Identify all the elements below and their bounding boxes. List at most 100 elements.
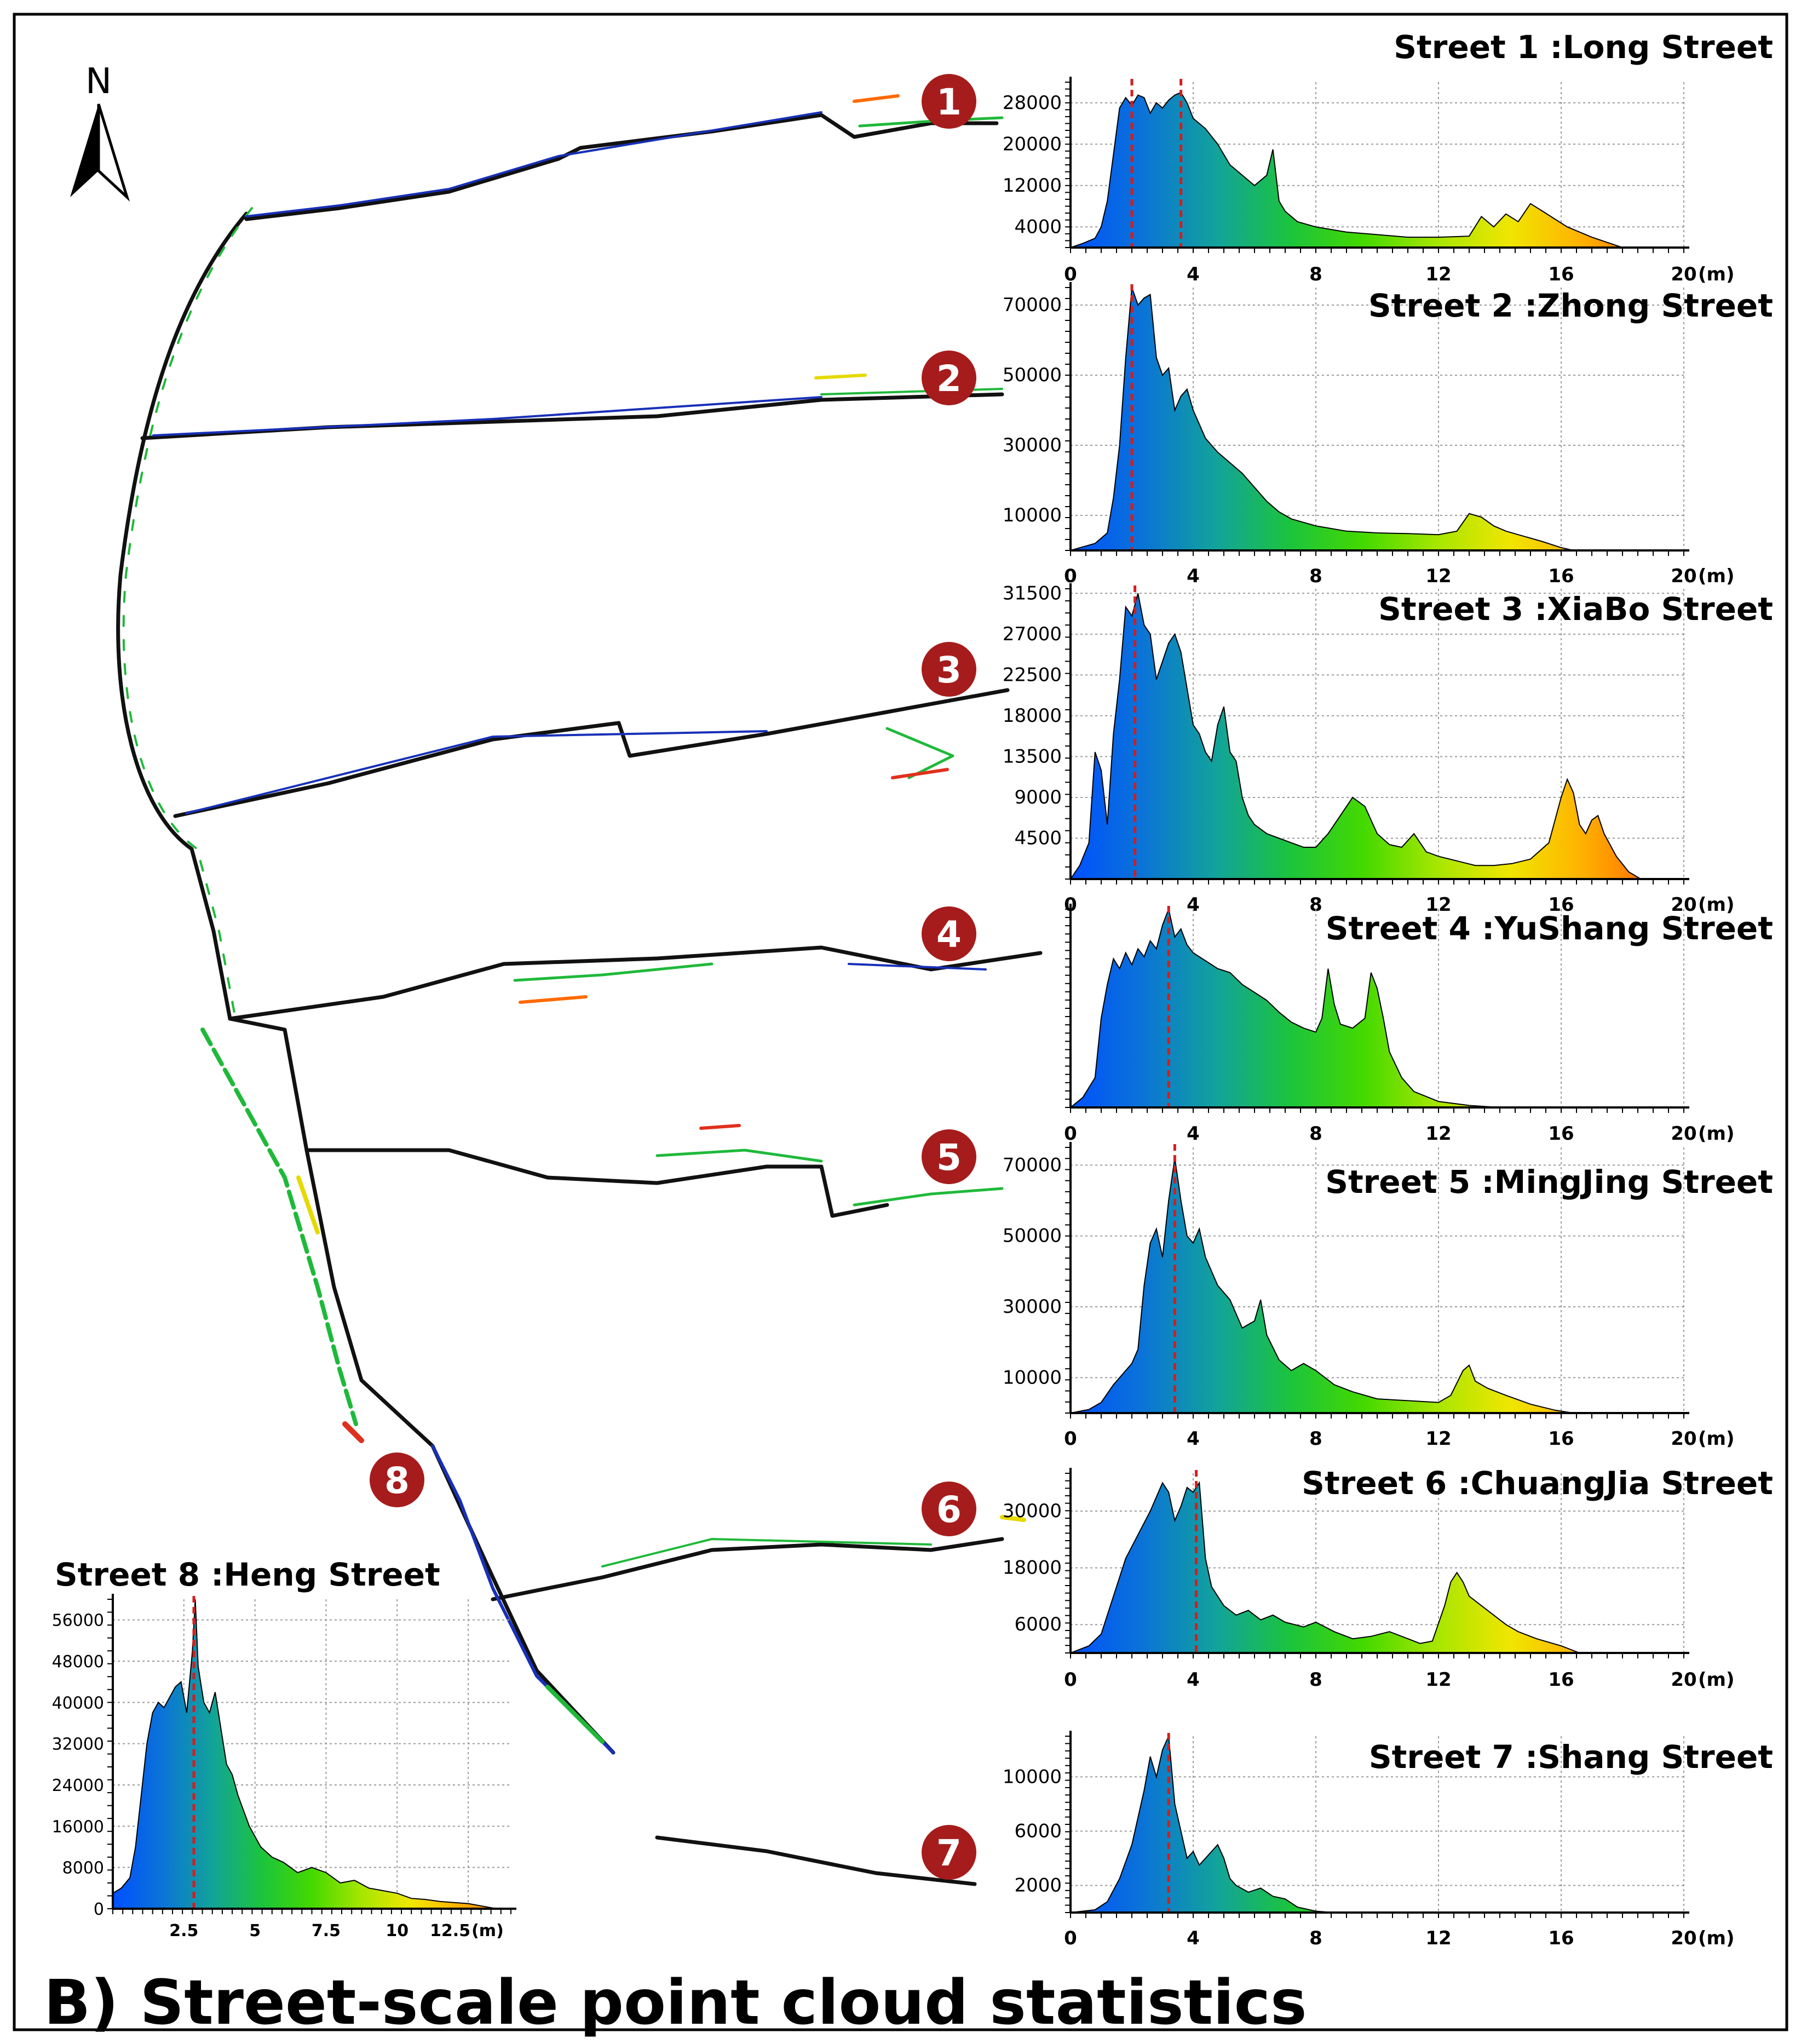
- map-marker-1: 1: [922, 74, 976, 129]
- map-marker-circle: [370, 1452, 424, 1507]
- y-tick-label: 10000: [1003, 1766, 1062, 1788]
- chart-title: Street 3 :XiaBo Street: [1378, 590, 1773, 628]
- map-street-4: [228, 945, 1043, 1021]
- map-street-2-yellow: [814, 374, 867, 380]
- map-street-5-end: [853, 1187, 1004, 1207]
- x-axis-unit: (m): [1698, 1927, 1735, 1949]
- x-tick-label: 12: [1425, 1428, 1451, 1450]
- x-tick-label: 12: [1425, 1927, 1451, 1949]
- x-axis-unit: (m): [1698, 263, 1735, 285]
- x-axis-unit: (m): [1698, 1123, 1735, 1145]
- figure-caption: B) Street-scale point cloud statistics: [44, 1967, 1307, 2039]
- map-street-4-color: [513, 962, 714, 982]
- x-tick-label: 0: [1064, 1428, 1077, 1450]
- x-axis-minor-ticks: [1070, 1413, 1684, 1419]
- north-arrow-right-half: [97, 104, 130, 202]
- x-tick-label: 12: [1425, 894, 1451, 916]
- x-tick-label: 16: [1548, 1123, 1574, 1145]
- x-tick-label: 7.5: [312, 1921, 341, 1940]
- x-tick-label: 12: [1425, 263, 1451, 285]
- map-street-6-color: [601, 1538, 932, 1568]
- y-axis-minor-ticks: [1065, 588, 1071, 880]
- map-marker-3: 3: [922, 642, 976, 697]
- map-marker-4: 4: [922, 906, 976, 961]
- x-tick-label: 8: [1309, 1927, 1322, 1949]
- y-tick-label: 30000: [1003, 434, 1062, 456]
- map-street-4-orange: [519, 995, 588, 1004]
- map-street-4-blue: [848, 963, 987, 971]
- histogram-area: [1069, 593, 1643, 880]
- y-tick-label: 20000: [1003, 133, 1062, 155]
- x-axis-minor-ticks: [112, 1909, 511, 1914]
- map-marker-label: 2: [936, 358, 962, 400]
- map-marker-5: 5: [922, 1129, 976, 1184]
- x-tick-label: 0: [1064, 1123, 1077, 1145]
- x-tick-label: 20: [1671, 1123, 1696, 1145]
- x-axis-unit: (m): [1698, 1428, 1735, 1450]
- y-tick-label: 32000: [52, 1735, 104, 1754]
- map-marker-circle: [922, 1825, 976, 1880]
- x-tick-label: 2.5: [169, 1921, 198, 1940]
- map-spine: [116, 211, 615, 1755]
- y-tick-label: 56000: [52, 1611, 104, 1630]
- y-tick-label: 9000: [1014, 786, 1062, 808]
- map-west-edge: [200, 1027, 358, 1426]
- chart-street-8: 2.5 5 7.5 10 12.5 (m) 0 8000 16000 24000 32000 4000…: [52, 1556, 516, 1940]
- y-tick-label: 0: [94, 1900, 104, 1919]
- north-arrow-left-half: [70, 104, 99, 197]
- y-tick-label: 4000: [1014, 216, 1062, 238]
- chart-grid: [1070, 1147, 1684, 1413]
- y-tick-label: 31500: [1003, 582, 1062, 604]
- x-axis-unit: (m): [1698, 1669, 1735, 1691]
- map-marker-2: 2: [922, 351, 976, 405]
- y-tick-label: 6000: [1014, 1614, 1062, 1635]
- x-tick-label: 8: [1309, 1669, 1322, 1691]
- y-tick-label: 24000: [52, 1776, 104, 1795]
- y-axis-minor-ticks: [1065, 909, 1071, 1108]
- y-tick-label: 50000: [1003, 364, 1062, 386]
- street-network-map: [116, 94, 1043, 1886]
- x-axis-unit: (m): [1698, 565, 1735, 587]
- chart-street-2: 0 4 8 12 16 20 (m) 10000 30000 50000 70000 Street 2…: [1003, 282, 1773, 587]
- y-tick-label: 16000: [52, 1817, 104, 1836]
- x-tick-label: 4: [1187, 894, 1200, 916]
- map-west-edge-red: [342, 1421, 364, 1443]
- y-tick-label: 12000: [1003, 175, 1062, 197]
- chart-street-5: 0 4 8 12 16 20 (m) 10000 30000 50000 70000 Street 5…: [1003, 1142, 1773, 1450]
- map-west-edge-yellow: [296, 1175, 320, 1235]
- map-street-5-red: [699, 1124, 741, 1130]
- north-arrow: N: [70, 61, 130, 202]
- chart-title: Street 1 :Long Street: [1394, 28, 1773, 66]
- y-axis-minor-ticks: [1065, 1147, 1071, 1414]
- chart-grid: [1070, 1736, 1684, 1913]
- y-axis-minor-ticks: [1065, 1473, 1071, 1653]
- y-axis-minor-ticks: [1065, 1736, 1071, 1913]
- map-street-5-color: [655, 1149, 823, 1163]
- x-tick-label: 20: [1671, 894, 1696, 916]
- x-axis-minor-ticks: [1070, 1653, 1684, 1658]
- x-tick-label: 0: [1064, 565, 1077, 587]
- y-axis-minor-ticks: [1065, 287, 1071, 551]
- y-tick-label: 40000: [52, 1693, 104, 1713]
- chart-title: Street 6 :ChuangJia Street: [1302, 1465, 1773, 1502]
- chart-street-4: 0 4 8 12 16 20 (m) Street 4 :YuShang Street: [1064, 904, 1773, 1145]
- x-tick-label: 8: [1309, 894, 1322, 916]
- x-tick-label: 16: [1548, 565, 1574, 587]
- map-street-1-color: [245, 111, 822, 217]
- y-tick-label: 18000: [1003, 1557, 1062, 1579]
- histogram-area: [112, 1599, 497, 1909]
- map-marker-circle: [922, 1482, 976, 1536]
- y-tick-label: 27000: [1003, 623, 1062, 645]
- x-tick-label: 8: [1309, 263, 1322, 285]
- x-tick-label: 16: [1548, 894, 1574, 916]
- x-tick-label: 0: [1064, 263, 1077, 285]
- x-tick-label: 8: [1309, 565, 1322, 587]
- x-tick-label: 4: [1187, 1123, 1200, 1145]
- y-tick-label: 30000: [1003, 1500, 1062, 1522]
- map-marker-label: 1: [936, 81, 962, 123]
- map-marker-8: 8: [370, 1452, 424, 1507]
- x-tick-label: 4: [1187, 263, 1200, 285]
- x-tick-label: 4: [1187, 1428, 1200, 1450]
- chart-street-6: 0 4 8 12 16 20 (m) 6000 18000 30000 Street 6 :Chua…: [1003, 1465, 1773, 1691]
